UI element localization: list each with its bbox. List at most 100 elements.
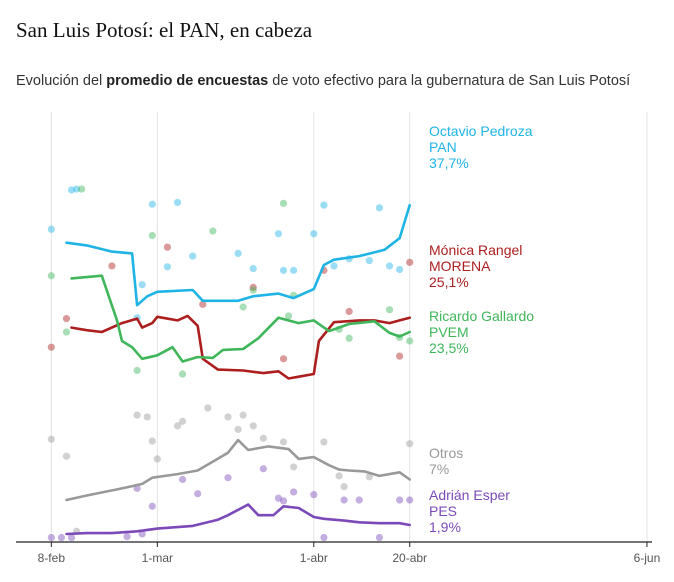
poll-dot-ricardo-gallardo-16 [406,337,414,345]
subtitle-lead-text: Evolución del [16,73,107,89]
poll-dot-adrian-esper-0 [47,533,55,542]
poll-dot-ricardo-gallardo-5 [178,370,187,378]
poll-dot-monica-rangel-5 [249,283,257,291]
poll-dot-adrian-esper-11 [274,494,283,502]
poll-dot-monica-rangel-6 [279,355,288,363]
poll-dot-octavio-pedroza-1 [67,186,76,194]
poll-dot-octavio-pedroza-18 [365,256,373,265]
poll-dot-otros-0 [47,435,55,443]
poll-dot-otros-3 [133,411,141,419]
poll-dot-ricardo-gallardo-6 [209,227,217,235]
end-label-adrian-esper-party: PES [429,503,457,519]
end-label-ricardo-gallardo-party: PVEM [429,324,469,340]
end-label-monica-rangel-value: 25,1% [429,274,469,290]
average-line-octavio-pedroza [65,203,411,307]
average-line-otros [65,438,411,502]
end-label-monica-rangel-name: Mónica Rangel [429,242,522,258]
end-label-adrian-esper-name: Adrián Esper [429,487,510,503]
poll-dot-otros-16 [290,463,298,471]
end-label-ricardo-gallardo-name: Ricardo Gallardo [429,308,534,324]
poll-dot-adrian-esper-15 [320,533,328,542]
poll-dot-ricardo-gallardo-0 [47,272,55,280]
poll-dot-otros-7 [173,422,182,430]
poll-dot-monica-rangel-3 [163,243,172,251]
poll-dot-monica-rangel-1 [62,315,71,323]
poll-dot-adrian-esper-19 [396,496,404,504]
poll-dot-octavio-pedroza-12 [279,266,288,274]
poll-dot-octavio-pedroza-14 [310,230,318,238]
poll-dot-adrian-esper-20 [406,496,414,504]
poll-dot-ricardo-gallardo-2 [78,185,86,193]
poll-dot-otros-20 [365,473,373,481]
poll-dot-adrian-esper-8 [194,490,202,498]
poll-dot-adrian-esper-12 [279,497,288,505]
end-label-otros-name: Otros [429,445,463,461]
poll-dot-adrian-esper-18 [375,533,384,542]
poll-dot-octavio-pedroza-2 [72,185,81,193]
subtitle-tail-text: de voto efectivo para la gubernatura de … [268,73,631,89]
poll-dot-monica-rangel-9 [396,352,404,360]
poll-dot-otros-15 [279,438,288,446]
poll-dot-octavio-pedroza-4 [138,281,146,289]
poll-dot-octavio-pedroza-0 [47,225,55,233]
x-tick-label-20-abr: 20-abr [392,551,427,565]
poll-dot-otros-8 [178,417,187,425]
average-line-ricardo-gallardo [70,274,411,363]
poll-dot-octavio-pedroza-13 [290,266,298,274]
poll-dot-adrian-esper-3 [123,533,131,541]
poll-dot-otros-12 [239,411,247,419]
x-tick-label-1-mar: 1-mar [142,551,173,565]
poll-dot-otros-13 [249,422,257,430]
poll-dot-octavio-pedroza-11 [274,230,283,238]
poll-dot-otros-5 [148,437,156,445]
poll-dot-otros-17 [320,438,328,446]
poll-dot-monica-rangel-0 [47,343,55,351]
chart-subtitle: Evolución del promedio de encuestas de v… [16,73,630,89]
poll-dot-octavio-pedroza-21 [396,265,404,274]
poll-dot-ricardo-gallardo-7 [239,303,247,311]
poll-dot-octavio-pedroza-5 [148,200,156,208]
poll-dot-adrian-esper-1 [57,533,66,542]
poll-dot-adrian-esper-7 [178,475,187,484]
poll-dot-otros-10 [224,413,232,421]
poll-dot-adrian-esper-10 [259,465,267,473]
poll-dot-adrian-esper-2 [67,533,76,542]
poll-dot-adrian-esper-6 [148,502,156,510]
poll-dot-otros-6 [153,455,161,463]
poll-dot-ricardo-gallardo-1 [62,328,71,336]
poll-dot-otros-19 [340,483,348,491]
end-label-octavio-pedroza-name: Octavio Pedroza [429,123,533,139]
end-label-otros-value: 7% [429,461,449,477]
poll-dot-ricardo-gallardo-4 [148,231,156,240]
poll-dot-otros-9 [204,404,212,412]
end-label-octavio-pedroza-party: PAN [429,139,457,155]
poll-dot-ricardo-gallardo-13 [345,334,353,342]
x-tick-label-1-abr: 1-abr [300,551,328,565]
poll-dot-octavio-pedroza-9 [234,249,242,258]
poll-dot-octavio-pedroza-10 [249,264,257,273]
poll-dot-monica-rangel-10 [406,258,414,266]
poll-dot-adrian-esper-13 [290,488,298,496]
end-label-ricardo-gallardo-value: 23,5% [429,340,469,356]
x-tick-label-8-feb: 8-feb [38,551,66,565]
poll-dot-otros-4 [143,413,151,421]
subtitle-bold-text: promedio de encuestas [106,73,269,89]
end-label-adrian-esper-value: 1,9% [429,519,461,535]
average-line-monica-rangel [70,314,411,380]
poll-dot-octavio-pedroza-15 [320,201,328,209]
poll-dot-otros-11 [234,425,242,434]
average-line-adrian-esper [65,503,411,536]
x-tick-label-6-jun: 6-jun [634,551,661,565]
poll-dot-octavio-pedroza-6 [163,263,172,271]
poll-dot-octavio-pedroza-20 [385,262,394,270]
chart-title: San Luis Potosí: el PAN, en cabeza [16,18,313,42]
poll-dot-ricardo-gallardo-14 [385,306,394,314]
poll-dot-octavio-pedroza-19 [375,204,384,212]
poll-dot-adrian-esper-14 [310,491,318,499]
poll-dot-octavio-pedroza-8 [189,252,197,260]
poll-dot-octavio-pedroza-16 [330,262,338,270]
poll-dot-otros-14 [259,434,267,442]
poll-dot-otros-18 [335,472,343,480]
poll-dot-ricardo-gallardo-8 [249,286,257,294]
